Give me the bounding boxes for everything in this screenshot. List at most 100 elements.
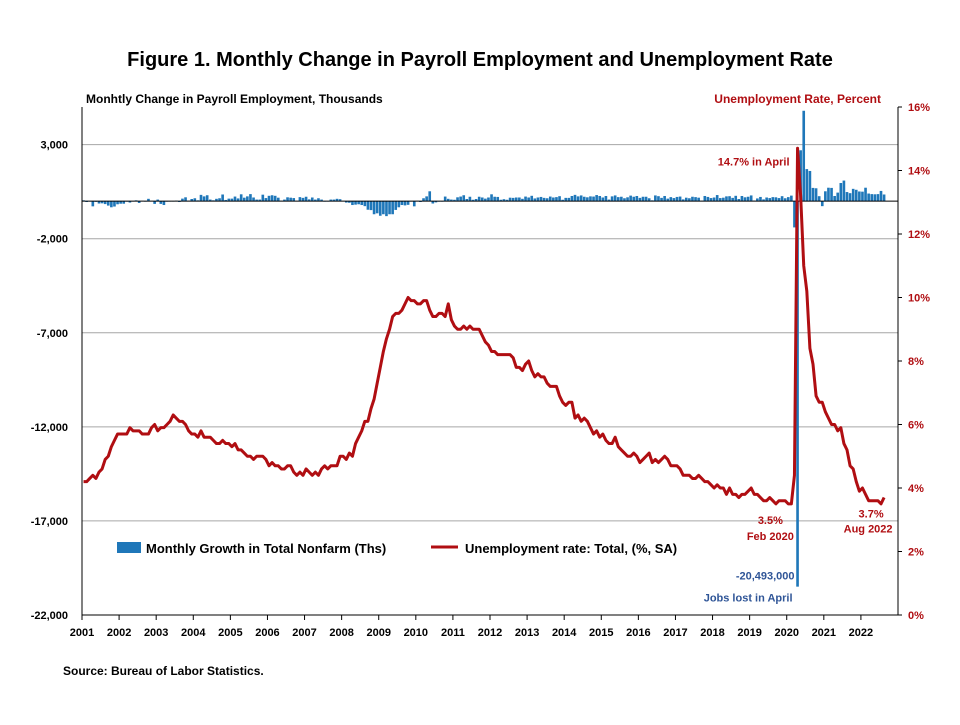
- bar: [592, 196, 595, 202]
- bar: [756, 198, 759, 202]
- bar: [678, 196, 682, 202]
- bar: [654, 195, 657, 202]
- x-tick-label: 2006: [255, 627, 279, 639]
- annotation-aug-value: 3.7%: [859, 509, 884, 521]
- bar: [391, 201, 394, 215]
- x-tick-label: 2007: [292, 627, 316, 639]
- bar: [307, 199, 311, 202]
- bar: [582, 196, 586, 202]
- bar: [366, 201, 370, 210]
- bar: [626, 197, 629, 202]
- bar: [446, 198, 450, 202]
- bar: [854, 189, 858, 202]
- bar: [190, 199, 194, 202]
- bar: [236, 198, 240, 202]
- bar: [694, 197, 697, 202]
- bar: [375, 201, 379, 214]
- bar: [613, 195, 617, 202]
- right-tick-label: 4%: [908, 483, 924, 495]
- x-tick-label: 2017: [663, 627, 687, 639]
- bar: [740, 195, 744, 202]
- bar: [533, 198, 537, 202]
- x-tick-label: 2012: [478, 627, 502, 639]
- bar: [496, 196, 500, 202]
- bar: [851, 188, 855, 202]
- bar: [348, 201, 351, 203]
- bar: [688, 198, 691, 202]
- bar: [227, 198, 231, 202]
- bar: [403, 201, 407, 206]
- bar: [162, 201, 166, 206]
- bar: [623, 198, 626, 202]
- bar: [499, 199, 503, 202]
- bar: [858, 191, 861, 202]
- bar: [490, 194, 493, 202]
- bar: [289, 197, 292, 202]
- bar: [527, 197, 530, 202]
- bar: [453, 199, 456, 202]
- bar: [539, 196, 543, 202]
- bar: [335, 198, 339, 202]
- bar: [715, 195, 719, 202]
- bar: [484, 198, 487, 202]
- right-tick-label: 8%: [908, 356, 924, 368]
- bar: [691, 196, 694, 202]
- bar: [595, 195, 598, 202]
- bar: [286, 197, 289, 202]
- bar: [579, 195, 583, 202]
- bar: [357, 201, 360, 205]
- bar: [731, 197, 734, 202]
- bar: [261, 194, 265, 202]
- bar: [833, 195, 836, 202]
- bar: [657, 196, 660, 202]
- bar: [106, 201, 110, 206]
- bar: [351, 201, 354, 206]
- bar: [218, 198, 221, 202]
- bar: [647, 198, 651, 202]
- bar: [783, 198, 787, 202]
- bar: [882, 194, 886, 202]
- right-tick-label: 0%: [908, 610, 924, 622]
- x-tick-label: 2020: [774, 627, 798, 639]
- bar: [270, 195, 274, 202]
- bar: [258, 199, 262, 202]
- bar: [660, 197, 663, 202]
- bar: [703, 195, 707, 202]
- bar: [159, 201, 163, 204]
- bar: [873, 194, 877, 202]
- source-note: Source: Bureau of Labor Statistics.: [63, 664, 264, 678]
- x-tick-label: 2016: [626, 627, 650, 639]
- bar: [774, 197, 778, 202]
- bar: [264, 198, 268, 202]
- bar: [450, 199, 453, 202]
- bar: [709, 198, 713, 202]
- bar: [502, 199, 506, 202]
- bar: [181, 198, 184, 202]
- bar: [524, 196, 527, 202]
- annotation-aug-date: Aug 2022: [844, 524, 893, 536]
- bar: [363, 201, 367, 207]
- bar: [360, 201, 364, 206]
- bar: [122, 201, 126, 204]
- bar: [827, 187, 830, 202]
- bar: [777, 198, 781, 202]
- bar: [221, 194, 224, 202]
- bar: [103, 201, 107, 205]
- bar: [706, 196, 710, 202]
- bar: [824, 191, 827, 202]
- x-tick-label: 2008: [329, 627, 353, 639]
- bar: [456, 197, 459, 202]
- x-tick-label: 2013: [515, 627, 539, 639]
- bar: [576, 196, 580, 202]
- right-tick-label: 2%: [908, 547, 924, 559]
- bar: [199, 194, 203, 202]
- annotation-peak: 14.7% in April: [718, 156, 790, 168]
- x-tick-label: 2014: [552, 627, 577, 639]
- x-tick-label: 2010: [404, 627, 428, 639]
- left-tick-label: -12,000: [31, 422, 68, 434]
- bar: [564, 197, 568, 202]
- bar: [382, 201, 385, 215]
- bar: [477, 196, 481, 202]
- bar: [845, 192, 849, 202]
- annotation-jobs-lost-label: Jobs lost in April: [704, 593, 793, 605]
